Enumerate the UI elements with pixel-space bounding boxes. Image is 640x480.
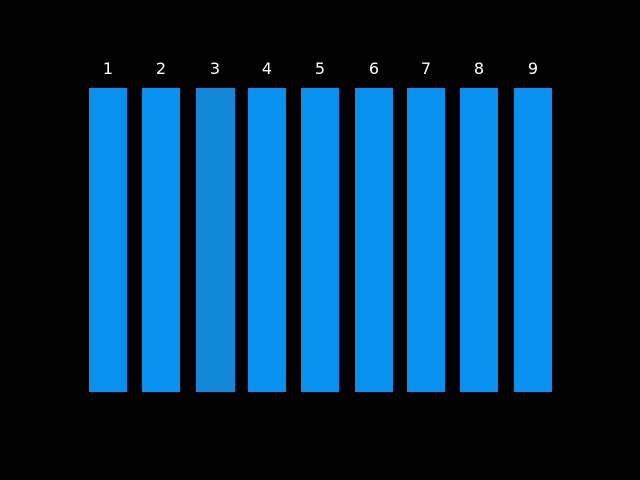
- column-bar[interactable]: [407, 88, 445, 392]
- column-label: 3: [209, 59, 221, 78]
- column-label: 2: [155, 59, 167, 78]
- column-bar[interactable]: [355, 88, 393, 392]
- column-label: 8: [473, 59, 485, 78]
- column-bar[interactable]: [196, 88, 235, 392]
- column-bar[interactable]: [514, 88, 552, 392]
- column-bar[interactable]: [460, 88, 498, 392]
- column-label: 1: [102, 59, 114, 78]
- column-label: 7: [420, 59, 432, 78]
- column-label: 4: [261, 59, 273, 78]
- column-bar[interactable]: [301, 88, 339, 392]
- column-label: 6: [368, 59, 380, 78]
- column-bar[interactable]: [248, 88, 286, 392]
- column-label: 9: [527, 59, 539, 78]
- column-bar[interactable]: [89, 88, 127, 392]
- column-label: 5: [314, 59, 326, 78]
- column-bar[interactable]: [142, 88, 180, 392]
